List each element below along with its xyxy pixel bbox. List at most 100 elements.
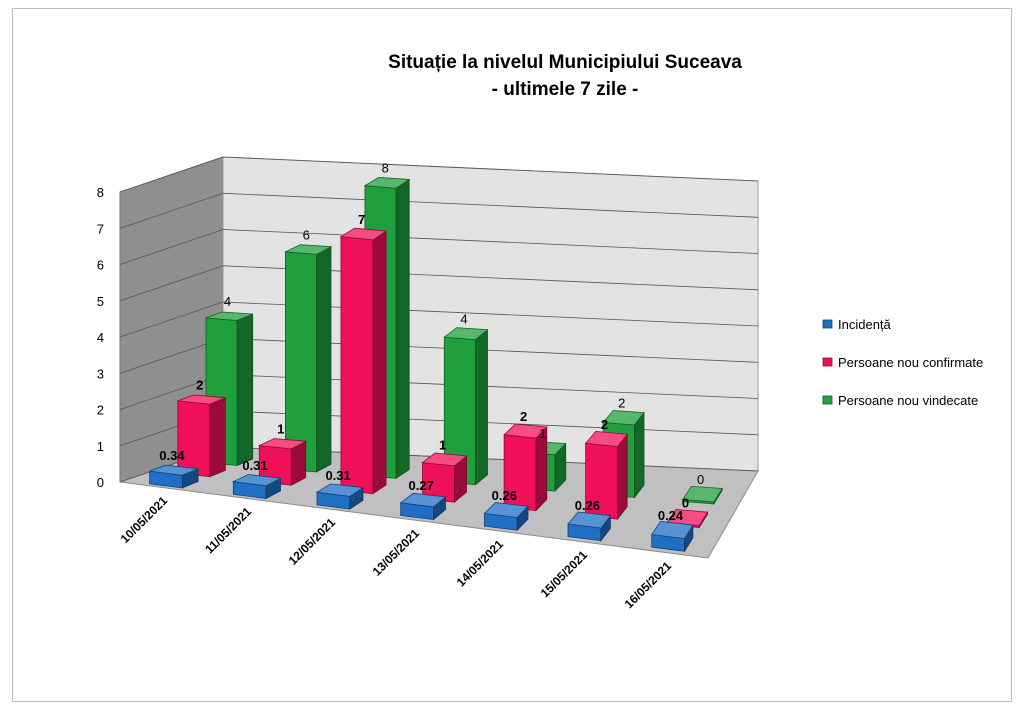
bar-top-face	[399, 492, 447, 508]
data-label: 1	[277, 422, 284, 437]
y-tick-label: 2	[97, 403, 104, 418]
bar-top-face	[567, 511, 612, 529]
data-label: 6	[303, 227, 310, 242]
data-label: 2	[618, 396, 625, 411]
y-tick-label: 3	[97, 366, 104, 381]
y-tick-label: 1	[97, 439, 104, 454]
bar-top-face	[205, 311, 253, 321]
gridline	[119, 265, 759, 302]
bar-vindecate	[443, 327, 489, 486]
x-tick-label: 15/05/2021	[538, 548, 591, 601]
bar-side-face	[372, 230, 387, 495]
bar-top-face	[584, 430, 628, 448]
bar-top-face	[681, 485, 723, 503]
data-label: 0.24	[658, 508, 684, 523]
bar-incidenta	[315, 483, 365, 510]
bar-front-face	[177, 400, 211, 478]
chart-legend: Incidență Persoane nou confirmate Persoane…	[822, 317, 983, 408]
data-label: 7	[358, 212, 365, 227]
x-tick-label: 13/05/2021	[370, 526, 423, 579]
bar-front-face	[340, 236, 374, 495]
data-label: 1	[439, 437, 446, 452]
bar-side-face	[475, 328, 488, 486]
legend-label: Persoane nou confirmate	[838, 355, 983, 370]
bar-incidenta	[651, 520, 694, 553]
data-label: 2	[196, 377, 203, 392]
bar-top-face	[283, 244, 333, 255]
bar-top-face	[483, 502, 529, 518]
legend-label: Incidență	[838, 317, 892, 332]
bar-side-face	[316, 246, 332, 473]
bar-side-face	[395, 178, 410, 480]
gridline	[119, 192, 759, 229]
gridline	[119, 156, 759, 193]
y-tick-label: 0	[97, 475, 104, 490]
gridline	[119, 229, 759, 265]
bar-incidenta	[149, 464, 200, 489]
data-label: 2	[601, 417, 608, 432]
bar-confirmate	[421, 452, 468, 503]
bar-side-face	[209, 397, 226, 478]
data-label: 1	[539, 426, 546, 441]
bar-confirmate	[584, 430, 628, 521]
chart-title-line1: Situație la nivelul Municipiului Suceava	[388, 52, 742, 73]
legend-swatch	[822, 357, 833, 367]
bar-top-face	[257, 438, 308, 450]
bar-side-face	[617, 433, 628, 521]
data-label: 0	[682, 495, 689, 510]
bar-top-face	[315, 483, 365, 497]
bar-top-face	[503, 423, 548, 439]
bar-top-face	[602, 410, 645, 426]
data-label: 0.27	[409, 478, 434, 493]
chart-title-line2: - ultimele 7 zile -	[492, 79, 639, 100]
bar-front-face	[284, 251, 318, 473]
x-tick-label: 10/05/2021	[118, 493, 171, 546]
bar-incidenta	[231, 474, 282, 500]
bar-top-face	[443, 327, 489, 341]
bar-top-face	[363, 176, 411, 189]
legend-label: Persoane nou vindecate	[838, 393, 978, 408]
data-label: 4	[224, 294, 231, 309]
bar-confirmate	[503, 423, 548, 512]
bar-top-face	[421, 452, 468, 467]
y-tick-label: 4	[97, 330, 104, 345]
legend-swatch	[822, 319, 833, 329]
bar-incidenta	[567, 511, 612, 542]
bar-confirmate	[177, 394, 226, 478]
bar-top-face	[339, 227, 388, 241]
bar-top-face	[177, 394, 226, 405]
data-label: 0.26	[492, 488, 517, 503]
data-label: 0.31	[242, 458, 267, 473]
x-tick-label: 16/05/2021	[622, 559, 675, 612]
data-label: 0.34	[159, 448, 185, 463]
data-label: 8	[382, 161, 389, 176]
bar-top-face	[149, 464, 200, 476]
bar-vindecate	[681, 485, 723, 506]
bar-vindecate	[283, 244, 333, 473]
bar-incidenta	[483, 502, 529, 532]
x-tick-label: 14/05/2021	[454, 537, 507, 590]
gridline	[119, 301, 759, 338]
data-label: 0.26	[575, 498, 600, 513]
bar-side-face	[634, 411, 645, 499]
data-label: 0.31	[325, 468, 350, 483]
bar-confirmate	[339, 227, 388, 495]
bar-confirmate	[257, 438, 308, 486]
bar-top-face	[651, 520, 694, 540]
legend-swatch	[822, 395, 833, 405]
y-tick-label: 7	[97, 221, 104, 236]
y-tick-label: 6	[97, 258, 104, 273]
bar-top-face	[231, 474, 282, 487]
bar-incidenta	[399, 492, 447, 521]
x-tick-label: 12/05/2021	[286, 515, 339, 568]
bar-vindecate	[205, 311, 254, 467]
data-label: 2	[520, 409, 527, 424]
data-label: 0	[697, 472, 704, 487]
y-tick-label: 8	[97, 185, 104, 200]
data-label: 4	[460, 312, 467, 327]
y-tick-label: 5	[97, 294, 104, 309]
bar-side-face	[236, 313, 254, 467]
